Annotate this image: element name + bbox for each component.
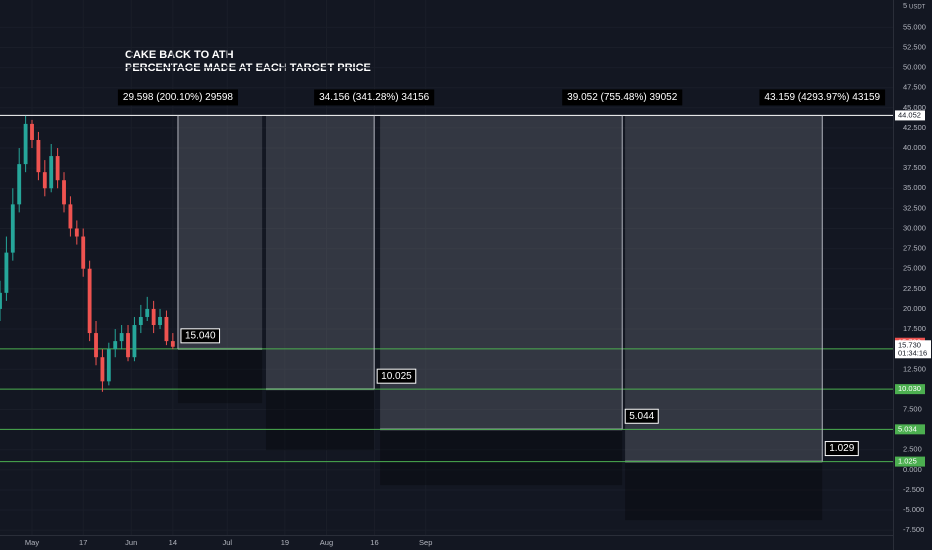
entry-label: 15.040 [185,330,216,341]
x-tick-label: 14 [169,538,177,547]
y-tick-label: 55.000 [903,22,926,31]
y-tick-label: 27.500 [903,244,926,253]
price-badge [895,456,925,467]
entry-label-box [180,328,221,344]
y-tick-label: 17.500 [903,324,926,333]
y-tick-label: 52.500 [903,42,926,51]
axis-unit: USDT [909,5,926,11]
chart-title: CAKE BACK TO ATH [125,49,234,61]
candle-body [49,156,54,189]
y-tick-label: 30.000 [903,223,926,232]
axis-top-label: 5 [903,1,907,10]
price-badge-label: 44.052 [898,110,921,119]
price-badge-label: 10.030 [898,384,921,393]
candle-body [100,357,105,382]
y-tick-label: -2.500 [903,485,924,494]
stop-zone [625,461,823,521]
target-label: 39.052 (755.48%) 39052 [567,92,678,103]
y-tick-label: 0.000 [903,465,922,474]
candle-body [158,316,162,326]
candle-body [151,308,156,326]
target-label: 43.159 (4293.97%) 43159 [764,92,880,103]
y-tick-label: 20.000 [903,304,926,313]
y-tick-label: 2.500 [903,445,922,454]
candle-body [17,164,22,205]
candle-body [145,308,150,317]
target-label: 29.598 (200.10%) 29598 [123,92,234,103]
x-tick-label: Aug [320,538,333,547]
entry-label: 5.044 [629,411,654,422]
mark-price-label: 15.730 [898,340,921,349]
price-badge [895,424,925,435]
y-tick-label: -7.500 [903,525,924,534]
entry-label: 10.025 [381,371,412,382]
y-tick-label: 37.500 [903,163,926,172]
target-label-box [759,89,886,106]
price-badge [895,110,925,121]
y-tick-label: 42.500 [903,123,926,132]
candle-body [30,123,34,140]
candle-body [81,236,86,269]
y-tick-label: 25.000 [903,264,926,273]
candle-body [4,252,9,293]
y-tick-label: 32.500 [903,203,926,212]
stop-zone [380,429,623,486]
candle-body [170,341,175,347]
x-tick-label: May [25,538,39,547]
y-tick-label: -5.000 [903,505,924,514]
entry-label-box [824,441,859,457]
y-tick-label: 22.500 [903,284,926,293]
y-tick-label: 7.500 [903,404,922,413]
y-tick-label: 50.000 [903,63,926,72]
y-tick-label: 35.000 [903,183,926,192]
candle-body [0,292,2,309]
candle-body [119,333,124,342]
y-tick-label: 40.000 [903,143,926,152]
stop-zone [265,389,375,451]
candle-body [42,172,47,189]
y-tick-label: 12.500 [903,364,926,373]
y-tick-label: 45.000 [903,103,926,112]
candle-body [36,139,41,173]
candle-body [62,180,66,205]
candle-body [23,123,28,165]
x-tick-label: 19 [281,538,289,547]
price-badge [895,384,925,395]
candle-body [74,228,79,237]
candle-body [164,316,169,342]
target-label: 34.156 (341.28%) 34156 [319,92,430,103]
entry-label: 1.029 [829,443,854,454]
target-label-box [314,89,435,106]
mark-price-badge [895,340,931,359]
profit-zone [265,115,375,390]
candle-body [126,333,130,358]
candle-body [106,349,111,382]
candle-body [94,333,98,358]
target-label-box [562,89,683,106]
candle-body [10,204,15,253]
profit-zone [380,115,623,430]
x-tick-label: 16 [370,538,378,547]
candle-body [87,268,92,334]
x-tick-label: Jun [125,538,137,547]
target-label-box [117,89,239,106]
x-tick-label: Jul [222,538,232,547]
candle-body [55,156,60,181]
price-badge-label: 5.034 [898,424,917,433]
candle-body [113,341,118,350]
candle-body [68,204,73,229]
entry-label-box [624,408,659,424]
entry-label-box [376,368,417,384]
price-badge-label: 1.025 [898,457,917,466]
profit-zone [177,115,263,349]
candle-body [138,316,143,326]
stop-zone [177,348,263,404]
profit-zone [625,115,823,462]
y-tick-label: 47.500 [903,83,926,92]
candle-body [132,325,137,358]
x-tick-label: Sep [419,538,432,547]
x-tick-label: 17 [79,538,87,547]
countdown-label: 01:34:16 [898,348,927,357]
